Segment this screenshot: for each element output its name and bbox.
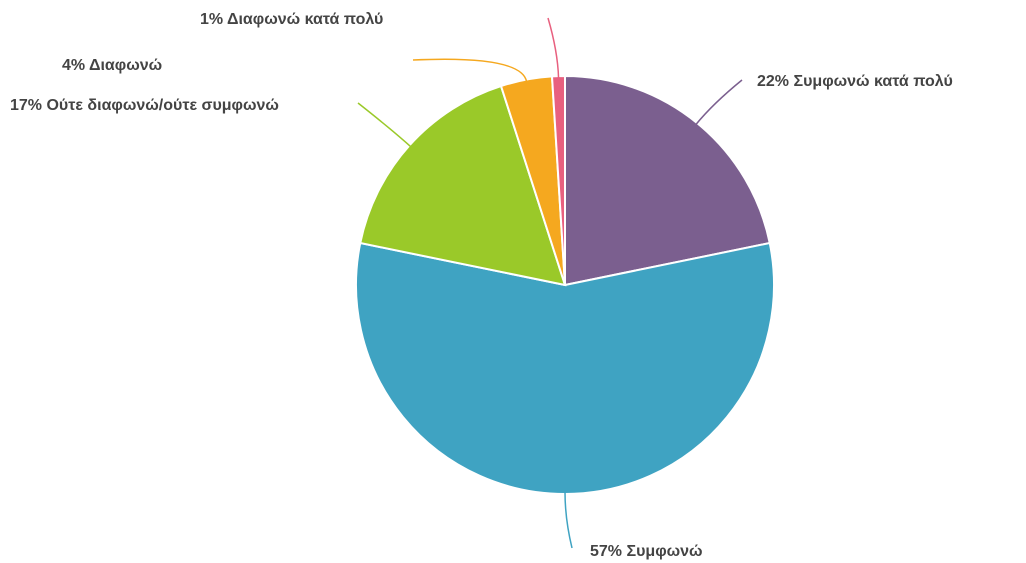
leader-line (412, 58, 528, 82)
category-label: Ούτε διαφωνώ/ούτε συμφωνώ (46, 97, 279, 114)
leader-line (357, 102, 412, 148)
value-label: 4% (62, 57, 86, 74)
leader-line (547, 17, 560, 79)
value-label: 17% (10, 97, 43, 114)
slice-label: 17% Ούτε διαφωνώ/ούτε συμφωνώ (10, 91, 300, 121)
slice-label: 4% Διαφωνώ (62, 51, 222, 81)
category-label: Διαφωνώ κατά πολύ (226, 11, 384, 28)
slice-label: 57% Συμφωνώ (590, 537, 790, 563)
category-label: Συμφωνώ (626, 543, 703, 560)
category-label: Συμφωνώ κατά πολύ (793, 73, 953, 90)
value-label: 57% (590, 543, 623, 560)
value-label: 1% (200, 11, 224, 28)
slice-label: 1% Διαφωνώ κατά πολύ (200, 5, 500, 35)
leader-line (695, 79, 743, 126)
value-label: 22% (757, 73, 790, 90)
leader-line (564, 491, 573, 549)
category-label: Διαφωνώ (88, 57, 163, 74)
slice-label: 22% Συμφωνώ κατά πολύ (757, 67, 1026, 97)
